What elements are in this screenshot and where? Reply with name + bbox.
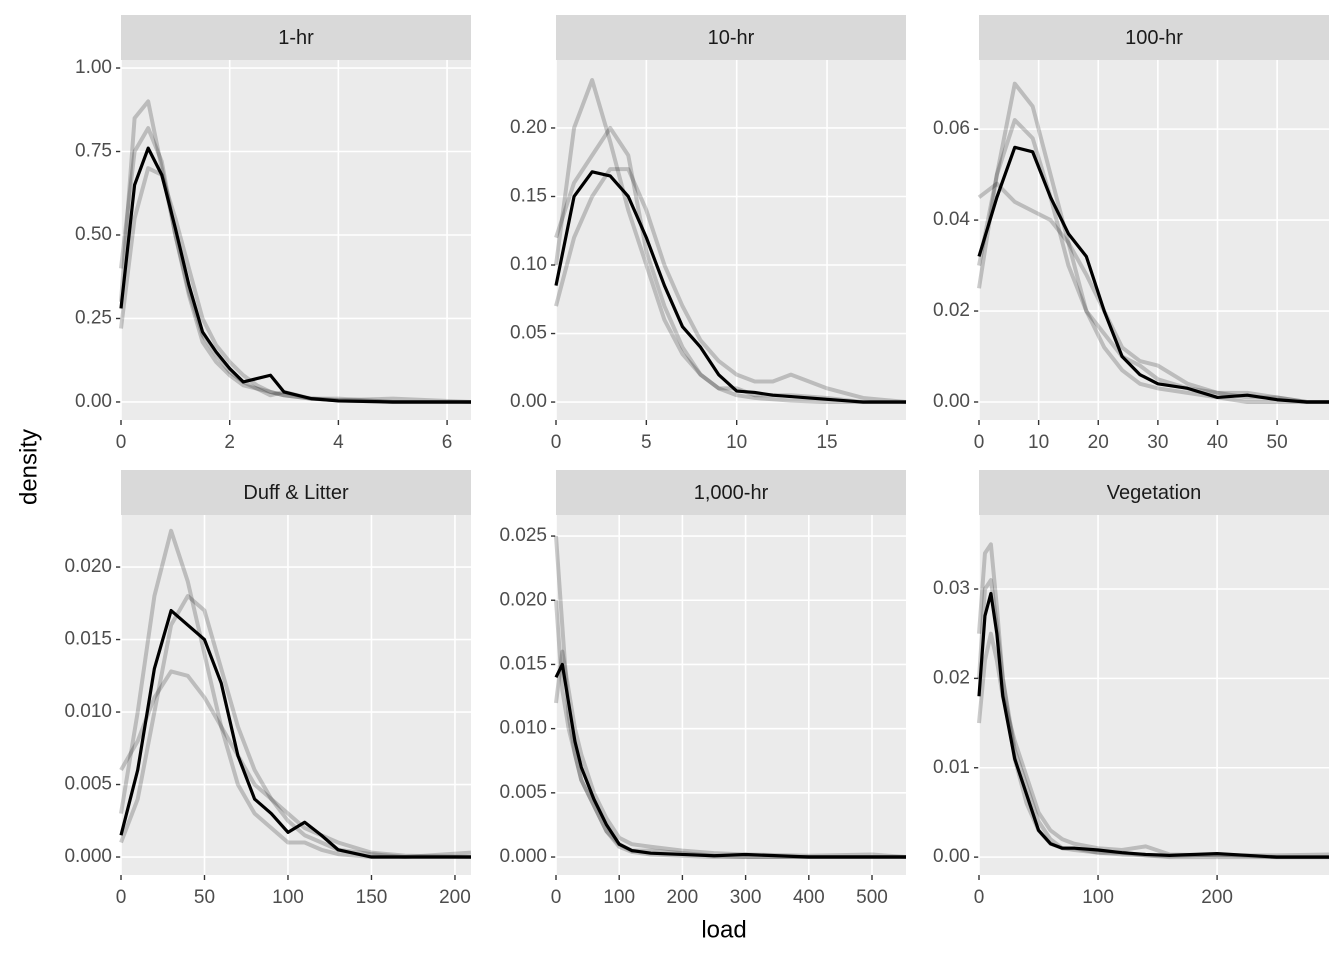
y-tick-label: 0.005 <box>499 782 547 803</box>
x-tick-label: 4 <box>333 432 344 453</box>
density-line <box>554 78 906 405</box>
y-tick-label: 0.05 <box>510 323 547 344</box>
strip <box>979 470 1329 515</box>
x-tick-label: 30 <box>1147 432 1168 453</box>
x-tick-label: 0 <box>116 432 127 453</box>
y-tick-label: 0.02 <box>933 667 970 688</box>
x-tick-label: 300 <box>730 887 762 908</box>
y-tick-label: 0.00 <box>510 391 547 412</box>
x-tick-label: 100 <box>1082 887 1114 908</box>
x-tick-label: 100 <box>272 887 304 908</box>
x-tick-label: 15 <box>816 432 837 453</box>
y-tick-label: 0.04 <box>933 209 970 230</box>
x-axis-title: load <box>701 916 746 943</box>
strip-title: Duff & Litter <box>243 482 349 504</box>
x-tick-label: 200 <box>439 887 471 908</box>
x-tick-label: 200 <box>1201 887 1233 908</box>
x-tick-label: 10 <box>726 432 747 453</box>
x-tick-label: 400 <box>793 887 825 908</box>
mean-density-line <box>119 146 471 404</box>
strip-title: 1-hr <box>278 27 314 49</box>
y-tick-label: 0.50 <box>75 224 112 245</box>
strip <box>121 15 471 60</box>
strip-title: 1,000-hr <box>694 482 769 504</box>
y-tick-label: 0.015 <box>64 629 112 650</box>
panel-background <box>121 60 471 420</box>
x-tick-label: 0 <box>974 432 985 453</box>
y-tick-label: 0.000 <box>499 846 547 867</box>
x-tick-label: 50 <box>1267 432 1288 453</box>
x-tick-label: 10 <box>1028 432 1049 453</box>
panel-background <box>556 515 906 875</box>
panel-background <box>556 60 906 420</box>
mean-density-line <box>119 608 471 859</box>
x-tick-label: 200 <box>667 887 699 908</box>
panel-background <box>121 515 471 875</box>
y-tick-label: 0.015 <box>499 653 547 674</box>
y-axis-title: density <box>15 429 42 505</box>
x-tick-label: 6 <box>442 432 453 453</box>
panel-background <box>979 60 1329 420</box>
y-tick-label: 0.03 <box>933 578 970 599</box>
density-line <box>119 669 472 860</box>
y-tick-label: 0.10 <box>510 254 547 275</box>
strip <box>556 15 906 60</box>
y-tick-label: 0.00 <box>75 391 112 412</box>
y-tick-label: 0.020 <box>499 589 547 610</box>
x-tick-label: 5 <box>641 432 652 453</box>
y-tick-label: 0.00 <box>933 391 970 412</box>
y-tick-label: 1.00 <box>75 57 112 78</box>
strip-title: 100-hr <box>1125 27 1183 49</box>
y-tick-label: 0.75 <box>75 141 112 162</box>
y-tick-label: 0.01 <box>933 757 970 778</box>
y-tick-label: 0.005 <box>64 774 112 795</box>
strip-title: 10-hr <box>708 27 755 49</box>
strip-title: Vegetation <box>1107 482 1202 504</box>
strip <box>121 470 471 515</box>
x-tick-label: 40 <box>1207 432 1228 453</box>
mean-density-line <box>977 591 1329 859</box>
mean-density-line <box>554 662 906 859</box>
y-tick-label: 0.010 <box>499 718 547 739</box>
mean-density-line <box>977 145 1329 404</box>
x-tick-label: 150 <box>356 887 388 908</box>
y-tick-label: 0.02 <box>933 300 970 321</box>
x-tick-label: 50 <box>194 887 215 908</box>
y-tick-label: 0.000 <box>64 846 112 867</box>
y-tick-label: 0.010 <box>64 701 112 722</box>
y-tick-label: 0.15 <box>510 186 547 207</box>
y-tick-label: 0.20 <box>510 117 547 138</box>
mean-density-line <box>554 170 906 404</box>
y-tick-label: 0.020 <box>64 556 112 577</box>
strip <box>556 470 906 515</box>
x-tick-label: 0 <box>551 887 562 908</box>
y-tick-label: 0.00 <box>933 846 970 867</box>
y-tick-label: 0.025 <box>499 525 547 546</box>
x-tick-label: 20 <box>1088 432 1109 453</box>
density-line <box>977 81 1329 404</box>
density-line <box>554 167 907 405</box>
x-tick-label: 0 <box>551 432 562 453</box>
y-tick-label: 0.25 <box>75 307 112 328</box>
density-line <box>977 181 1329 404</box>
density-line <box>119 528 471 860</box>
x-tick-label: 0 <box>116 887 127 908</box>
strip <box>979 15 1329 60</box>
x-tick-label: 2 <box>224 432 235 453</box>
x-tick-label: 100 <box>603 887 635 908</box>
x-tick-label: 500 <box>856 887 888 908</box>
x-tick-label: 0 <box>974 887 985 908</box>
y-tick-label: 0.06 <box>933 118 970 139</box>
panel-background <box>979 515 1329 875</box>
